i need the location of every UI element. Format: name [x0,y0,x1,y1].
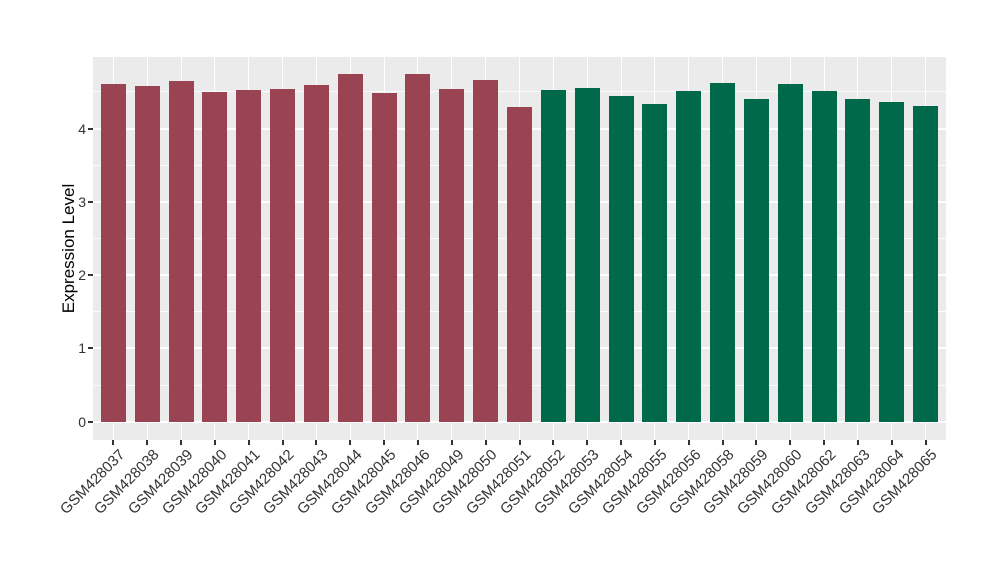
bar [303,85,329,422]
x-tick-mark [416,440,419,445]
bar [777,83,803,422]
x-tick-mark [823,440,826,445]
bar [913,105,939,422]
x-tick-mark [721,440,724,445]
y-tick-mark [88,347,93,350]
x-tick-mark [789,440,792,445]
x-tick-mark [484,440,487,445]
x-tick-mark [315,440,318,445]
bar [642,103,668,422]
x-tick-mark [552,440,555,445]
bar [236,90,262,422]
bar [540,90,566,422]
x-tick-mark [924,440,927,445]
x-tick-mark [247,440,250,445]
bar [405,74,431,422]
bar [574,88,600,422]
bar [507,106,532,422]
bar [710,83,736,422]
bar [134,85,160,422]
y-tick-label: 1 [78,340,86,357]
x-tick-mark [180,440,182,445]
x-tick-mark [281,440,284,445]
x-tick-mark [213,440,216,445]
bar [879,102,905,422]
x-tick-mark [349,440,352,445]
y-tick-label: 4 [78,120,86,137]
x-tick-mark [450,440,453,445]
x-tick-mark [383,440,386,445]
y-tick-mark [88,200,93,203]
x-tick-mark [856,440,859,445]
y-tick-mark [88,274,93,277]
y-axis-title: Expression Level [59,183,78,314]
bar [811,91,837,422]
bar [270,88,296,422]
bar [608,95,634,422]
x-tick-mark [687,440,690,445]
bar [202,91,228,422]
x-tick-mark [890,440,893,445]
y-tick-label: 2 [78,267,86,284]
y-tick-mark [88,127,93,130]
x-tick-mark [146,440,149,445]
bar [439,88,465,422]
x-tick-mark [586,440,589,445]
x-tick-mark [653,440,656,445]
y-tick-label: 3 [78,193,86,210]
bar [100,83,126,422]
plot-panel [93,57,946,440]
x-tick-mark [518,440,521,445]
x-tick-mark [112,440,115,445]
x-tick-mark [755,440,758,445]
y-tick-label: 0 [78,413,86,430]
bar [473,80,499,422]
bar [168,80,194,422]
y-tick-mark [88,420,93,423]
bar [371,93,397,422]
bar [676,91,702,422]
x-tick-mark [620,440,623,445]
bar [743,99,769,422]
bar [337,74,363,422]
bar [845,99,871,422]
